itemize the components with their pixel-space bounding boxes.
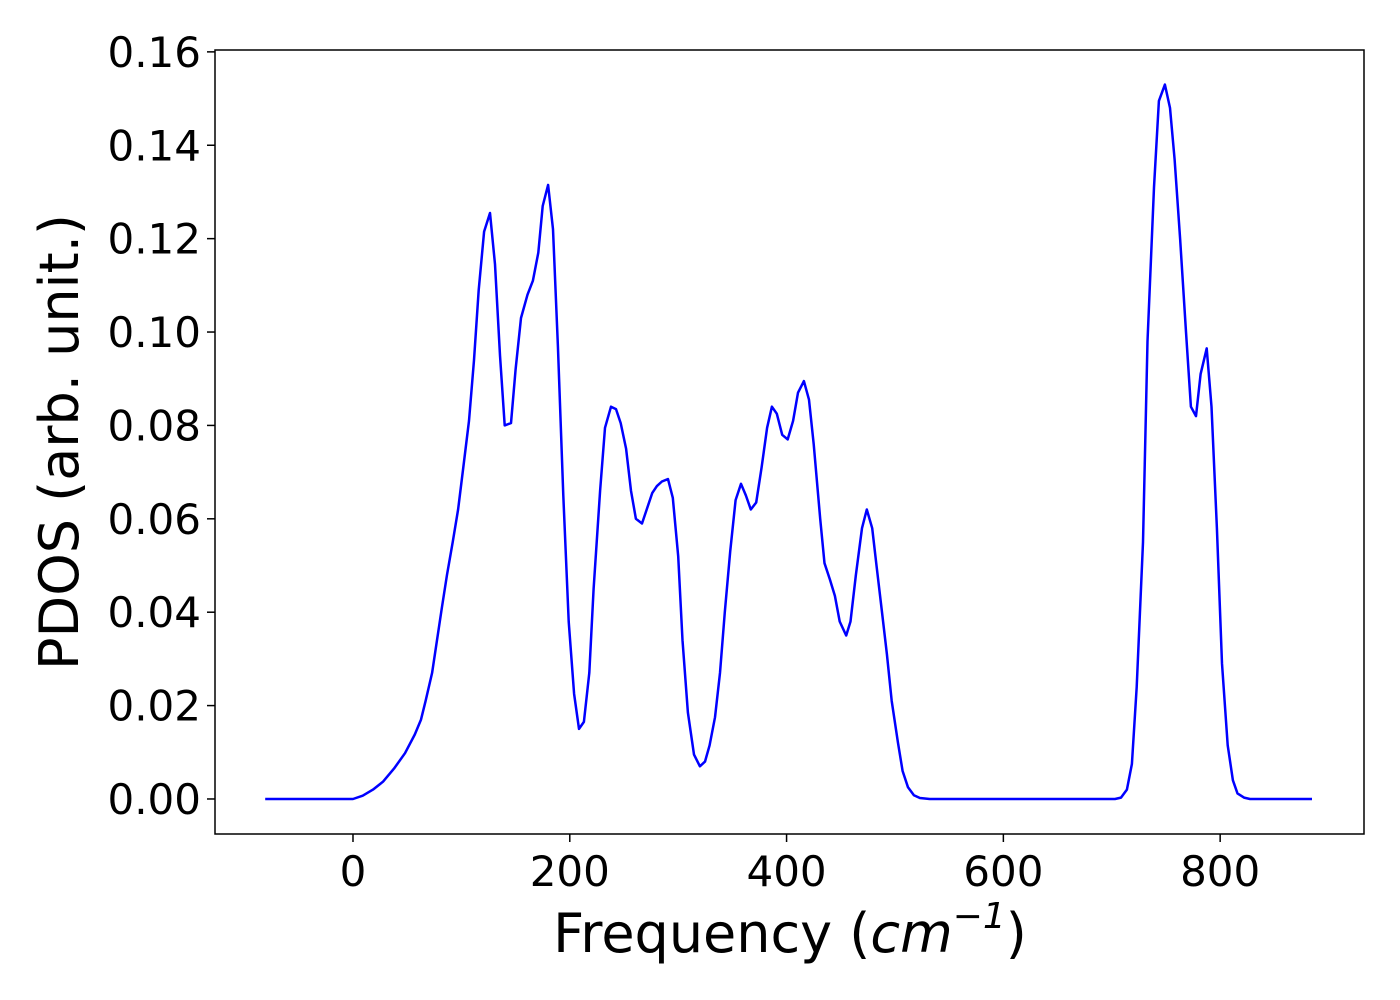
- y-tick-label: 0.02: [107, 682, 201, 731]
- x-label-unit: cm: [870, 902, 952, 965]
- y-tick-label: 0.04: [107, 588, 201, 637]
- x-label-text: Frequency (: [553, 902, 870, 965]
- line: [265, 83, 1312, 801]
- y-tick-label: 0.10: [107, 308, 201, 357]
- y-tick-label: 0.14: [107, 121, 201, 170]
- y-axis-label: PDOS (arb. unit.): [28, 214, 91, 670]
- x-label-exponent: −1: [953, 896, 1006, 937]
- x-label-close: ): [1006, 902, 1027, 965]
- plot-frame: [214, 49, 1365, 835]
- x-axis-label: Frequency (cm−1): [553, 896, 1027, 965]
- y-tick-label: 0.16: [107, 28, 201, 77]
- y-tick-label: 0.06: [107, 495, 201, 544]
- x-tick-label: 800: [1180, 847, 1260, 896]
- y-tick-label: 0.00: [107, 775, 201, 824]
- x-tick-label: 0: [340, 847, 367, 896]
- x-tick-label: 200: [530, 847, 610, 896]
- y-tick-label: 0.12: [107, 215, 201, 264]
- x-tick-label: 600: [963, 847, 1043, 896]
- x-tick-label: 400: [746, 847, 826, 896]
- y-tick-label: 0.08: [107, 401, 201, 450]
